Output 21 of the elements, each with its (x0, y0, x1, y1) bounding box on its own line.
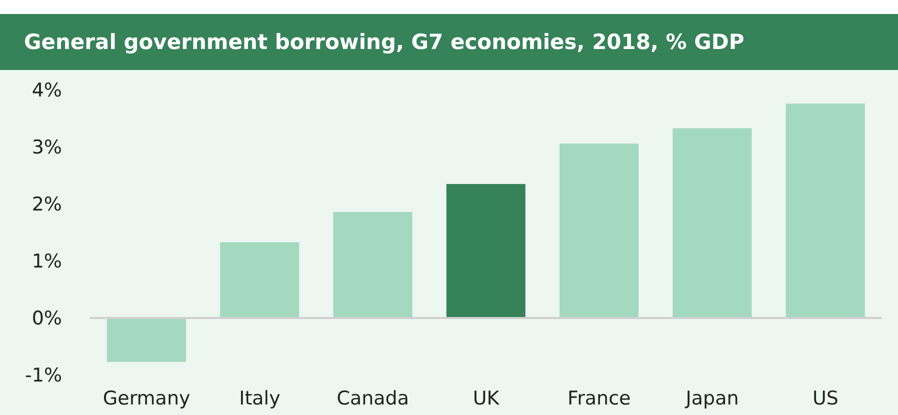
y-tick-label: -1% (25, 364, 62, 387)
x-tick-label: Canada (336, 387, 410, 410)
bar (560, 144, 639, 318)
x-tick-label: Germany (102, 387, 190, 410)
bar (333, 212, 412, 318)
bar (106, 318, 186, 362)
bar (786, 104, 865, 318)
y-tick-label: 3% (32, 136, 62, 159)
y-tick-label: 0% (32, 308, 62, 330)
y-tick-label: 2% (32, 194, 62, 216)
x-tick-label: France (568, 387, 631, 410)
x-tick-label: US (812, 387, 838, 410)
x-tick-label: Japan (684, 387, 739, 410)
x-tick-label: UK (472, 387, 500, 410)
y-tick-label: 1% (32, 250, 62, 273)
bar (220, 242, 300, 318)
x-tick-label: Italy (239, 387, 280, 410)
bar (446, 184, 526, 318)
chart-title: General government borrowing, G7 economies, 2018, % GDP (0, 14, 898, 70)
y-tick-label: 4% (32, 80, 62, 102)
bar (672, 128, 752, 318)
